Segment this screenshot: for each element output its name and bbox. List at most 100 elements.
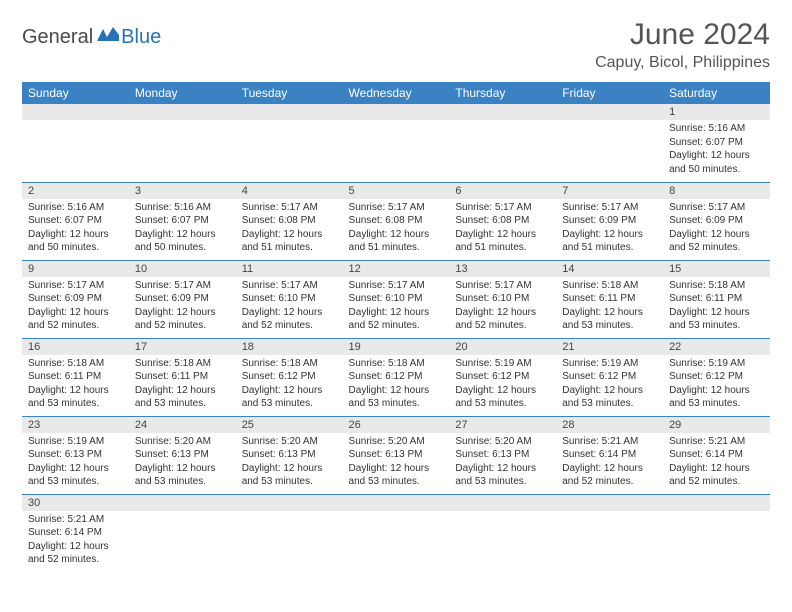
day-content: Sunrise: 5:17 AMSunset: 6:09 PMDaylight:… <box>129 277 236 337</box>
calendar-cell <box>663 494 770 572</box>
calendar-table: Sunday Monday Tuesday Wednesday Thursday… <box>22 82 770 572</box>
calendar-cell: 23Sunrise: 5:19 AMSunset: 6:13 PMDayligh… <box>22 416 129 494</box>
daylight1-text: Daylight: 12 hours <box>562 228 657 242</box>
sunrise-text: Sunrise: 5:17 AM <box>242 279 337 293</box>
day-number <box>343 104 450 120</box>
daylight2-text: and 53 minutes. <box>562 397 657 411</box>
sunset-text: Sunset: 6:12 PM <box>455 370 550 384</box>
day-content: Sunrise: 5:17 AMSunset: 6:10 PMDaylight:… <box>449 277 556 337</box>
day-number: 15 <box>663 261 770 277</box>
sunrise-text: Sunrise: 5:19 AM <box>562 357 657 371</box>
calendar-cell: 29Sunrise: 5:21 AMSunset: 6:14 PMDayligh… <box>663 416 770 494</box>
daylight2-text: and 53 minutes. <box>28 475 123 489</box>
day-content: Sunrise: 5:21 AMSunset: 6:14 PMDaylight:… <box>556 433 663 493</box>
sunset-text: Sunset: 6:07 PM <box>669 136 764 150</box>
weekday-header: Friday <box>556 82 663 104</box>
sunset-text: Sunset: 6:13 PM <box>242 448 337 462</box>
day-content: Sunrise: 5:19 AMSunset: 6:13 PMDaylight:… <box>22 433 129 493</box>
day-content: Sunrise: 5:20 AMSunset: 6:13 PMDaylight:… <box>449 433 556 493</box>
day-number <box>556 104 663 120</box>
weekday-header: Saturday <box>663 82 770 104</box>
sunset-text: Sunset: 6:14 PM <box>669 448 764 462</box>
calendar-cell: 3Sunrise: 5:16 AMSunset: 6:07 PMDaylight… <box>129 182 236 260</box>
day-content: Sunrise: 5:20 AMSunset: 6:13 PMDaylight:… <box>236 433 343 493</box>
calendar-cell: 14Sunrise: 5:18 AMSunset: 6:11 PMDayligh… <box>556 260 663 338</box>
sunrise-text: Sunrise: 5:18 AM <box>669 279 764 293</box>
day-content: Sunrise: 5:19 AMSunset: 6:12 PMDaylight:… <box>663 355 770 415</box>
daylight1-text: Daylight: 12 hours <box>349 306 444 320</box>
sunrise-text: Sunrise: 5:19 AM <box>455 357 550 371</box>
sunset-text: Sunset: 6:11 PM <box>28 370 123 384</box>
calendar-cell: 28Sunrise: 5:21 AMSunset: 6:14 PMDayligh… <box>556 416 663 494</box>
daylight1-text: Daylight: 12 hours <box>349 228 444 242</box>
daylight1-text: Daylight: 12 hours <box>455 306 550 320</box>
daylight2-text: and 52 minutes. <box>135 319 230 333</box>
day-content: Sunrise: 5:18 AMSunset: 6:11 PMDaylight:… <box>556 277 663 337</box>
sunset-text: Sunset: 6:14 PM <box>28 526 123 540</box>
day-number: 7 <box>556 183 663 199</box>
daylight2-text: and 51 minutes. <box>242 241 337 255</box>
day-number: 12 <box>343 261 450 277</box>
daylight1-text: Daylight: 12 hours <box>135 306 230 320</box>
daylight2-text: and 52 minutes. <box>242 319 337 333</box>
calendar-cell: 10Sunrise: 5:17 AMSunset: 6:09 PMDayligh… <box>129 260 236 338</box>
sunrise-text: Sunrise: 5:18 AM <box>28 357 123 371</box>
sunset-text: Sunset: 6:10 PM <box>455 292 550 306</box>
logo-text-blue: Blue <box>121 26 161 49</box>
day-content: Sunrise: 5:17 AMSunset: 6:09 PMDaylight:… <box>22 277 129 337</box>
day-number <box>236 495 343 511</box>
sunset-text: Sunset: 6:12 PM <box>562 370 657 384</box>
day-number <box>22 104 129 120</box>
day-number <box>556 495 663 511</box>
location-text: Capuy, Bicol, Philippines <box>595 54 770 72</box>
daylight2-text: and 53 minutes. <box>349 475 444 489</box>
sunset-text: Sunset: 6:09 PM <box>135 292 230 306</box>
calendar-cell: 22Sunrise: 5:19 AMSunset: 6:12 PMDayligh… <box>663 338 770 416</box>
sunrise-text: Sunrise: 5:16 AM <box>669 122 764 136</box>
sunrise-text: Sunrise: 5:18 AM <box>135 357 230 371</box>
daylight1-text: Daylight: 12 hours <box>28 306 123 320</box>
sunrise-text: Sunrise: 5:21 AM <box>669 435 764 449</box>
daylight1-text: Daylight: 12 hours <box>562 462 657 476</box>
calendar-cell: 15Sunrise: 5:18 AMSunset: 6:11 PMDayligh… <box>663 260 770 338</box>
sunrise-text: Sunrise: 5:17 AM <box>669 201 764 215</box>
daylight1-text: Daylight: 12 hours <box>455 462 550 476</box>
daylight1-text: Daylight: 12 hours <box>669 228 764 242</box>
calendar-cell: 19Sunrise: 5:18 AMSunset: 6:12 PMDayligh… <box>343 338 450 416</box>
daylight2-text: and 53 minutes. <box>242 397 337 411</box>
sunrise-text: Sunrise: 5:20 AM <box>349 435 444 449</box>
sunrise-text: Sunrise: 5:17 AM <box>349 279 444 293</box>
day-number: 24 <box>129 417 236 433</box>
day-content: Sunrise: 5:20 AMSunset: 6:13 PMDaylight:… <box>129 433 236 493</box>
day-content: Sunrise: 5:17 AMSunset: 6:08 PMDaylight:… <box>236 199 343 259</box>
daylight1-text: Daylight: 12 hours <box>562 306 657 320</box>
day-content: Sunrise: 5:16 AMSunset: 6:07 PMDaylight:… <box>663 120 770 180</box>
day-number: 21 <box>556 339 663 355</box>
day-number <box>663 495 770 511</box>
sunset-text: Sunset: 6:11 PM <box>562 292 657 306</box>
daylight2-text: and 50 minutes. <box>135 241 230 255</box>
sunset-text: Sunset: 6:14 PM <box>562 448 657 462</box>
day-content: Sunrise: 5:17 AMSunset: 6:08 PMDaylight:… <box>449 199 556 259</box>
calendar-cell: 27Sunrise: 5:20 AMSunset: 6:13 PMDayligh… <box>449 416 556 494</box>
daylight1-text: Daylight: 12 hours <box>135 228 230 242</box>
day-content: Sunrise: 5:17 AMSunset: 6:08 PMDaylight:… <box>343 199 450 259</box>
calendar-cell: 17Sunrise: 5:18 AMSunset: 6:11 PMDayligh… <box>129 338 236 416</box>
day-number: 30 <box>22 495 129 511</box>
day-number: 19 <box>343 339 450 355</box>
daylight2-text: and 51 minutes. <box>349 241 444 255</box>
daylight2-text: and 50 minutes. <box>669 163 764 177</box>
day-content: Sunrise: 5:17 AMSunset: 6:10 PMDaylight:… <box>236 277 343 337</box>
calendar-cell <box>343 104 450 182</box>
calendar-cell: 4Sunrise: 5:17 AMSunset: 6:08 PMDaylight… <box>236 182 343 260</box>
sunset-text: Sunset: 6:12 PM <box>669 370 764 384</box>
day-content: Sunrise: 5:16 AMSunset: 6:07 PMDaylight:… <box>22 199 129 259</box>
day-number <box>236 104 343 120</box>
calendar-row: 2Sunrise: 5:16 AMSunset: 6:07 PMDaylight… <box>22 182 770 260</box>
calendar-cell: 20Sunrise: 5:19 AMSunset: 6:12 PMDayligh… <box>449 338 556 416</box>
day-number: 10 <box>129 261 236 277</box>
calendar-row: 30Sunrise: 5:21 AMSunset: 6:14 PMDayligh… <box>22 494 770 572</box>
day-content: Sunrise: 5:18 AMSunset: 6:11 PMDaylight:… <box>22 355 129 415</box>
day-number: 28 <box>556 417 663 433</box>
sunrise-text: Sunrise: 5:19 AM <box>28 435 123 449</box>
